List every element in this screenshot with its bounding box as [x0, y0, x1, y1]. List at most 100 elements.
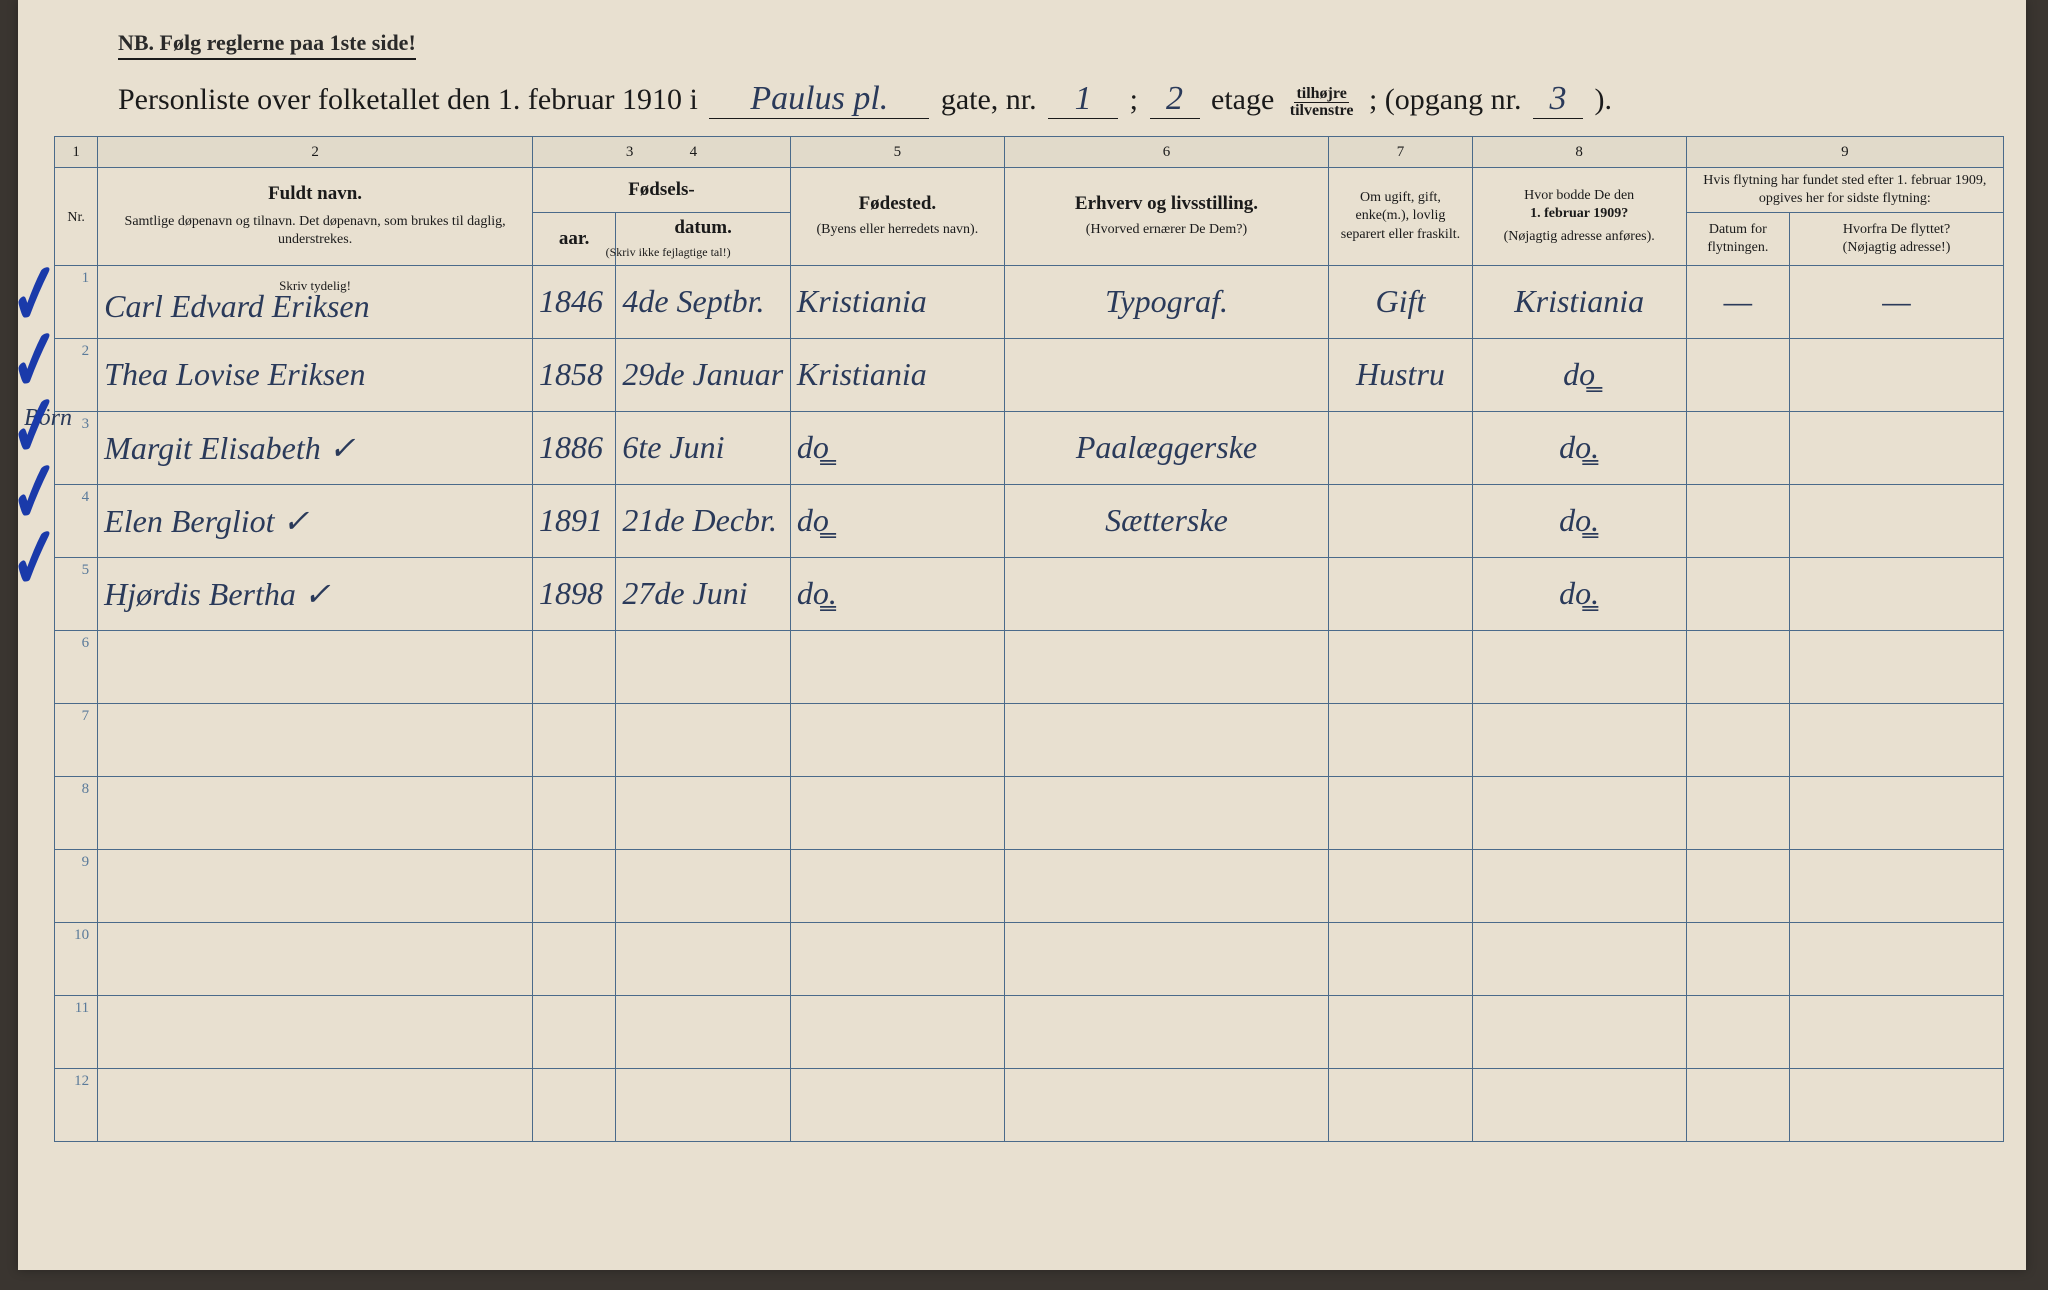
- hdr-fodested: Fødested. (Byens eller herredets navn).: [790, 168, 1004, 266]
- frac-top: tilhøjre: [1294, 85, 1348, 103]
- table-cell: [1329, 776, 1473, 849]
- table-cell: do͇: [790, 484, 1004, 557]
- coln-5: 5: [790, 137, 1004, 168]
- table-cell: do͇: [1472, 338, 1686, 411]
- table-cell: [1472, 995, 1686, 1068]
- table-cell: [1686, 703, 1789, 776]
- table-cell: [790, 995, 1004, 1068]
- table-cell: [1004, 849, 1328, 922]
- table-cell: Elen Bergliot ✓: [98, 484, 533, 557]
- table-cell: 1886: [532, 411, 615, 484]
- table-cell: 6te Juni: [616, 411, 791, 484]
- table-cell: Hjørdis Bertha ✓: [98, 557, 533, 630]
- table-cell: [1686, 557, 1789, 630]
- table-cell: [1686, 776, 1789, 849]
- table-cell: [532, 849, 615, 922]
- hdr-hvor: Hvor bodde De den 1. februar 1909? (Nøja…: [1472, 168, 1686, 266]
- form-title-line: Personliste over folketallet den 1. febr…: [118, 80, 1998, 120]
- opgang-label: ; (opgang nr.: [1369, 83, 1521, 116]
- etage-label: etage: [1211, 83, 1274, 116]
- table-cell: [616, 1068, 791, 1141]
- column-number-row: 1 2 3 4 5 6 7 8 9: [55, 137, 2004, 168]
- table-cell: [1686, 411, 1789, 484]
- table-cell: do͇.: [1472, 557, 1686, 630]
- table-cell: 1898: [532, 557, 615, 630]
- title-pre: Personliste over folketallet den 1. febr…: [118, 83, 698, 116]
- table-cell: [98, 703, 533, 776]
- table-row: 7: [55, 703, 2004, 776]
- table-cell: [98, 776, 533, 849]
- table-cell: [1472, 849, 1686, 922]
- table-cell: [1004, 338, 1328, 411]
- table-cell: [790, 922, 1004, 995]
- coln-34: 3 4: [532, 137, 790, 168]
- table-cell: [1472, 776, 1686, 849]
- table-cell: [1472, 1068, 1686, 1141]
- table-cell: [1004, 776, 1328, 849]
- table-cell: [790, 849, 1004, 922]
- table-cell: 11: [55, 995, 98, 1068]
- opgang-field: 3: [1533, 80, 1583, 119]
- hdr-erhverv: Erhverv og livsstilling. (Hvorved ernære…: [1004, 168, 1328, 266]
- table-cell: [532, 995, 615, 1068]
- title-end: ).: [1594, 83, 1612, 116]
- table-cell: [1004, 922, 1328, 995]
- check-mark-5: ✓: [7, 507, 63, 611]
- table-cell: Gift: [1329, 265, 1473, 338]
- street-field: Paulus pl.: [709, 80, 929, 119]
- table-cell: [532, 1068, 615, 1141]
- coln-7: 7: [1329, 137, 1473, 168]
- header-row-1: Nr. Fuldt navn. Samtlige døpenavn og til…: [55, 168, 2004, 213]
- table-cell: [1790, 411, 2004, 484]
- table-cell: [1790, 849, 2004, 922]
- census-form-paper: NB. Følg reglerne paa 1ste side! Personl…: [18, 0, 2026, 1270]
- hdr-flyt-datum: Datum for flytningen.: [1686, 213, 1789, 266]
- table-cell: [1686, 630, 1789, 703]
- table-cell: [1686, 849, 1789, 922]
- hdr-ugift: Om ugift, gift, enke(m.), lovlig separer…: [1329, 168, 1473, 266]
- table-cell: [98, 630, 533, 703]
- table-cell: [1329, 703, 1473, 776]
- coln-1: 1: [55, 137, 98, 168]
- table-cell: do͇.: [1472, 411, 1686, 484]
- table-cell: —: [1686, 265, 1789, 338]
- table-cell: [1329, 557, 1473, 630]
- hdr-name: Fuldt navn. Samtlige døpenavn og tilnavn…: [98, 168, 533, 266]
- table-row: 4Elen Bergliot ✓189121de Decbr.do͇Sætter…: [55, 484, 2004, 557]
- table-cell: [1790, 995, 2004, 1068]
- table-cell: 12: [55, 1068, 98, 1141]
- table-cell: 4de Septbr.: [616, 265, 791, 338]
- table-cell: [1686, 995, 1789, 1068]
- table-cell: Margit Elisabeth ✓: [98, 411, 533, 484]
- table-cell: [616, 995, 791, 1068]
- etage-field: 2: [1150, 80, 1200, 119]
- hdr-flyt-hvorfra: Hvorfra De flyttet? (Nøjagtig adresse!): [1790, 213, 2004, 266]
- table-cell: [1790, 338, 2004, 411]
- table-cell: [98, 922, 533, 995]
- table-row: 8: [55, 776, 2004, 849]
- semi: ;: [1130, 83, 1138, 116]
- table-cell: 8: [55, 776, 98, 849]
- table-cell: [1790, 484, 2004, 557]
- table-cell: Thea Lovise Eriksen: [98, 338, 533, 411]
- hdr-fodsels: Fødsels-: [532, 168, 790, 213]
- table-cell: [532, 776, 615, 849]
- table-cell: [1472, 922, 1686, 995]
- coln-2: 2: [98, 137, 533, 168]
- table-cell: [790, 703, 1004, 776]
- table-cell: [790, 776, 1004, 849]
- table-cell: Sætterske: [1004, 484, 1328, 557]
- table-cell: 1858: [532, 338, 615, 411]
- table-row: 9: [55, 849, 2004, 922]
- gate-label: gate, nr.: [941, 83, 1037, 116]
- table-cell: [1790, 703, 2004, 776]
- hdr-flyt-top: Hvis flytning har fundet sted efter 1. f…: [1686, 168, 2003, 213]
- table-cell: [532, 922, 615, 995]
- nb-notice: NB. Følg reglerne paa 1ste side!: [118, 30, 416, 60]
- table-cell: [1004, 630, 1328, 703]
- table-cell: do͇: [790, 411, 1004, 484]
- table-cell: [98, 1068, 533, 1141]
- nr-field: 1: [1048, 80, 1118, 119]
- table-cell: [616, 776, 791, 849]
- table-cell: Skriv tydelig!Carl Edvard Eriksen: [98, 265, 533, 338]
